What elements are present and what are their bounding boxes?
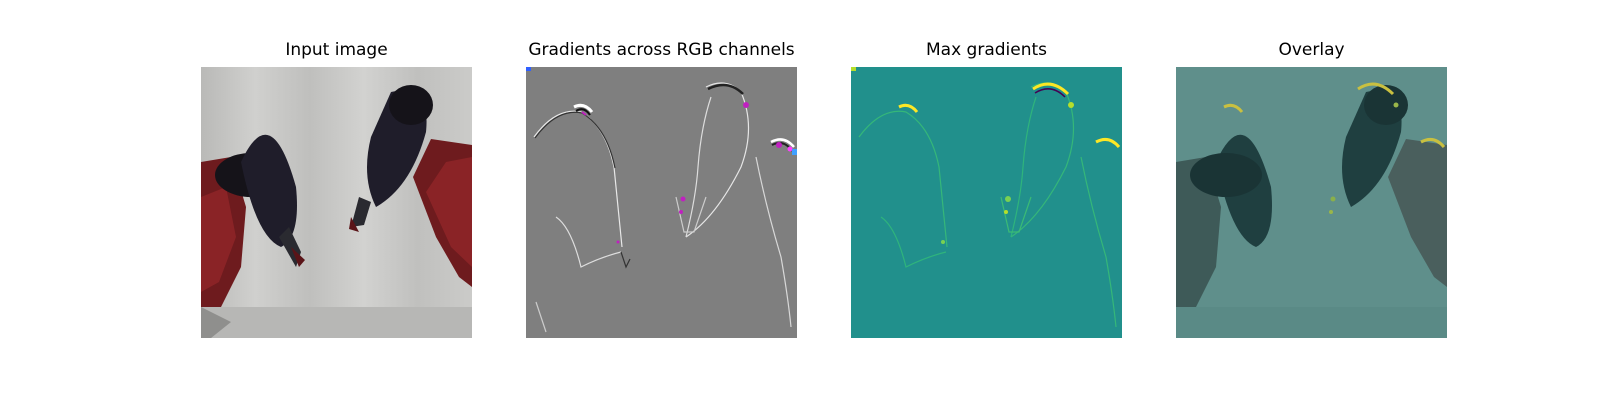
input-image: [201, 67, 472, 338]
panel-title: Gradients across RGB channels: [528, 40, 795, 60]
panel-title: Overlay: [1278, 40, 1345, 60]
panel-title: Input image: [285, 40, 388, 60]
max-gradients-image: [851, 67, 1122, 338]
rgb-gradients-image: [526, 67, 797, 338]
panel-title: Max gradients: [925, 40, 1048, 60]
overlay-image: [1176, 67, 1447, 338]
